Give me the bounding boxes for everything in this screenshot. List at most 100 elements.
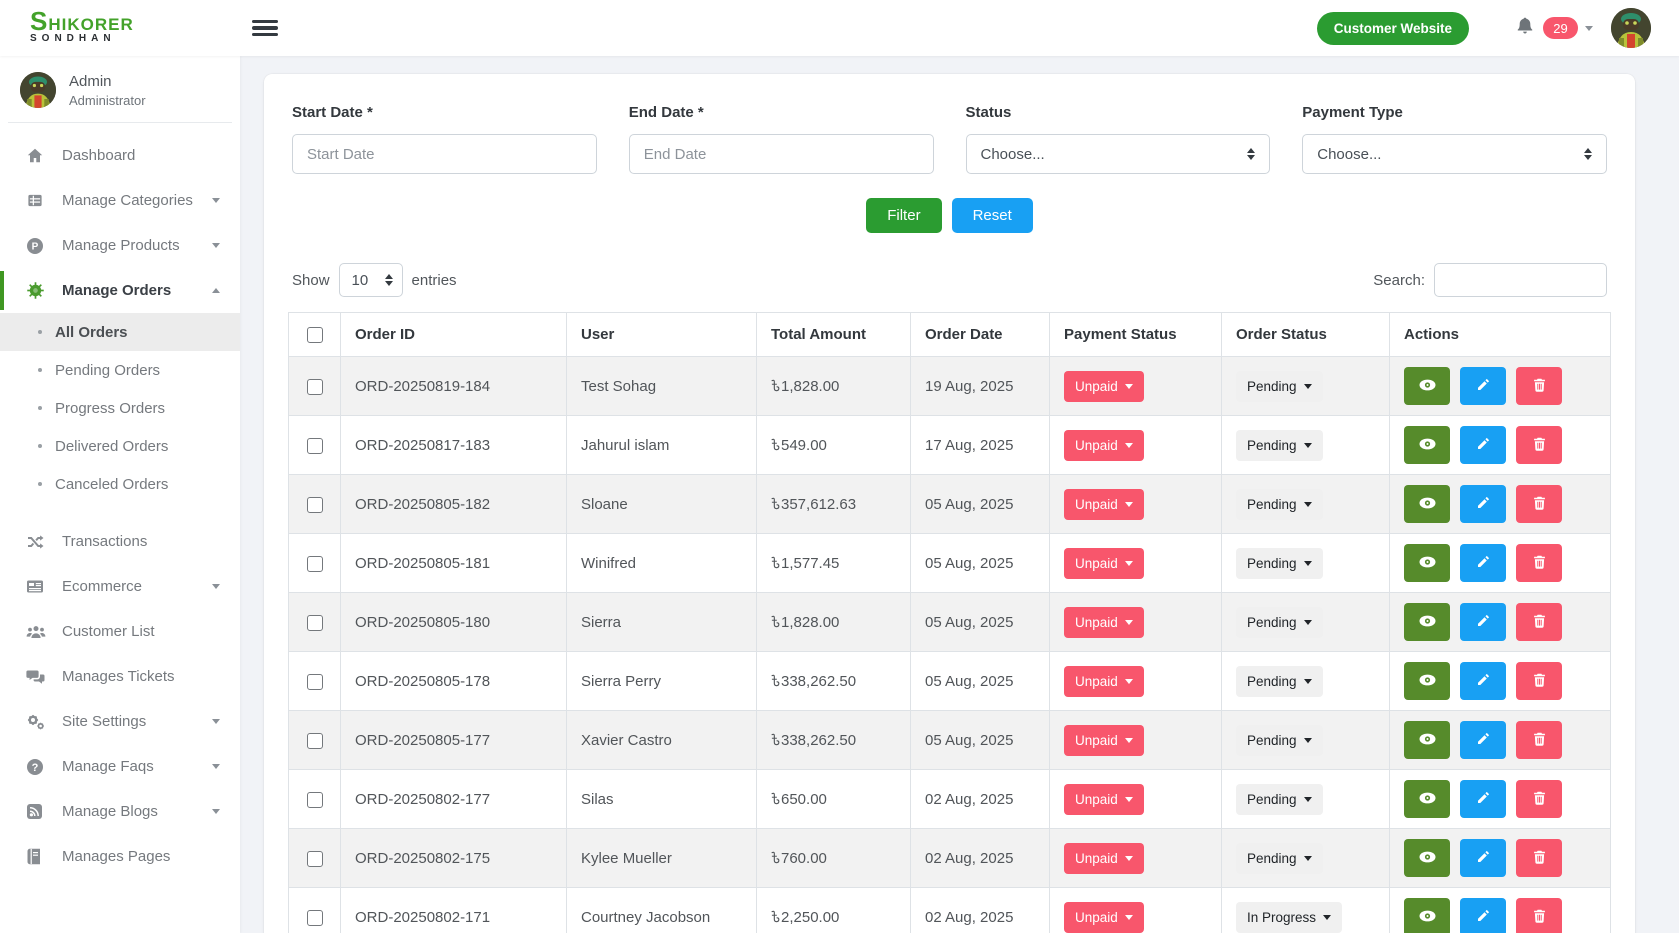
user-avatar[interactable]	[1611, 8, 1651, 48]
view-order-button[interactable]	[1404, 898, 1450, 933]
sidebar-item-manages-pages[interactable]: Manages Pages	[0, 834, 240, 879]
view-order-button[interactable]	[1404, 367, 1450, 405]
sidebar-item-manage-faqs[interactable]: ? Manage Faqs	[0, 744, 240, 789]
order-status-dropdown[interactable]: Pending	[1236, 371, 1323, 402]
edit-order-button[interactable]	[1460, 898, 1506, 933]
payment-status-dropdown[interactable]: Unpaid	[1064, 548, 1144, 579]
sidebar-item-manage-blogs[interactable]: Manage Blogs	[0, 789, 240, 834]
edit-order-button[interactable]	[1460, 603, 1506, 641]
view-order-button[interactable]	[1404, 544, 1450, 582]
view-order-button[interactable]	[1404, 426, 1450, 464]
payment-status-dropdown[interactable]: Unpaid	[1064, 489, 1144, 520]
view-order-button[interactable]	[1404, 780, 1450, 818]
row-checkbox[interactable]	[307, 674, 323, 690]
trash-icon	[1533, 555, 1546, 572]
order-status-dropdown[interactable]: Pending	[1236, 725, 1323, 756]
row-checkbox[interactable]	[307, 851, 323, 867]
sidebar-subitem-canceled-orders[interactable]: Canceled Orders	[0, 465, 240, 503]
sidebar-item-manages-tickets[interactable]: Manages Tickets	[0, 654, 240, 699]
order-status-dropdown[interactable]: Pending	[1236, 548, 1323, 579]
payment-status-dropdown[interactable]: Unpaid	[1064, 784, 1144, 815]
order-status-dropdown[interactable]: Pending	[1236, 489, 1323, 520]
actions-cell	[1390, 711, 1611, 770]
sidebar-item-manage-orders[interactable]: Manage Orders	[0, 268, 240, 313]
payment-status-dropdown[interactable]: Unpaid	[1064, 371, 1144, 402]
sidebar-item-dashboard[interactable]: Dashboard	[0, 133, 240, 178]
sidebar-item-ecommerce[interactable]: Ecommerce	[0, 564, 240, 609]
row-checkbox[interactable]	[307, 910, 323, 926]
order-status-dropdown[interactable]: In Progress	[1236, 902, 1342, 933]
payment-status-dropdown[interactable]: Unpaid	[1064, 430, 1144, 461]
row-checkbox[interactable]	[307, 497, 323, 513]
start-date-input[interactable]	[292, 134, 597, 174]
payment-status-dropdown[interactable]: Unpaid	[1064, 725, 1144, 756]
trash-icon	[1533, 791, 1546, 808]
view-order-button[interactable]	[1404, 662, 1450, 700]
sidebar-subitem-delivered-orders[interactable]: Delivered Orders	[0, 427, 240, 465]
edit-order-button[interactable]	[1460, 367, 1506, 405]
view-order-button[interactable]	[1404, 839, 1450, 877]
row-checkbox[interactable]	[307, 438, 323, 454]
row-checkbox[interactable]	[307, 556, 323, 572]
payment-type-select[interactable]: Choose...	[1302, 134, 1607, 174]
notifications-dropdown[interactable]: 29	[1515, 16, 1593, 41]
search-input[interactable]	[1434, 263, 1607, 297]
sidebar-item-site-settings[interactable]: Site Settings	[0, 699, 240, 744]
row-checkbox[interactable]	[307, 379, 323, 395]
trash-icon-button[interactable]	[1516, 367, 1562, 405]
edit-order-button[interactable]	[1460, 485, 1506, 523]
edit-order-button[interactable]	[1460, 426, 1506, 464]
eye-icon	[1419, 733, 1436, 748]
order-status-dropdown[interactable]: Pending	[1236, 666, 1323, 697]
row-checkbox[interactable]	[307, 733, 323, 749]
sidebar-subitem-pending-orders[interactable]: Pending Orders	[0, 351, 240, 389]
order-status-dropdown[interactable]: Pending	[1236, 843, 1323, 874]
view-order-button[interactable]	[1404, 485, 1450, 523]
chevron-down-icon	[1125, 679, 1133, 684]
sidebar-subitem-progress-orders[interactable]: Progress Orders	[0, 389, 240, 427]
filter-button[interactable]: Filter	[866, 198, 941, 233]
payment-status-dropdown[interactable]: Unpaid	[1064, 607, 1144, 638]
trash-icon-button[interactable]	[1516, 603, 1562, 641]
brand-logo[interactable]: SHIKORER SONDHAN	[0, 13, 240, 44]
edit-order-button[interactable]	[1460, 721, 1506, 759]
profile-avatar[interactable]	[20, 72, 56, 108]
trash-icon-button[interactable]	[1516, 544, 1562, 582]
payment-status-dropdown[interactable]: Unpaid	[1064, 666, 1144, 697]
order-status-dropdown[interactable]: Pending	[1236, 430, 1323, 461]
order-status-dropdown[interactable]: Pending	[1236, 784, 1323, 815]
sidebar-toggle-hamburger-icon[interactable]	[252, 18, 278, 38]
payment-status-dropdown[interactable]: Unpaid	[1064, 902, 1144, 933]
row-checkbox[interactable]	[307, 792, 323, 808]
trash-icon-button[interactable]	[1516, 898, 1562, 933]
select-all-checkbox[interactable]	[307, 327, 323, 343]
trash-icon-button[interactable]	[1516, 426, 1562, 464]
row-checkbox[interactable]	[307, 615, 323, 631]
trash-icon-button[interactable]	[1516, 721, 1562, 759]
sidebar-item-manage-categories[interactable]: Manage Categories	[0, 178, 240, 223]
status-select[interactable]: Choose...	[966, 134, 1271, 174]
customer-website-button[interactable]: Customer Website	[1317, 12, 1469, 45]
view-order-button[interactable]	[1404, 721, 1450, 759]
column-header-payment-status: Payment Status	[1050, 313, 1222, 357]
trash-icon-button[interactable]	[1516, 839, 1562, 877]
trash-icon-button[interactable]	[1516, 485, 1562, 523]
reset-button[interactable]: Reset	[952, 198, 1033, 233]
sidebar-subitem-all-orders[interactable]: All Orders	[0, 313, 240, 351]
sidebar-item-customer-list[interactable]: Customer List	[0, 609, 240, 654]
order-status-dropdown[interactable]: Pending	[1236, 607, 1323, 638]
trash-icon-button[interactable]	[1516, 780, 1562, 818]
view-order-button[interactable]	[1404, 603, 1450, 641]
page-size-select[interactable]: 10	[339, 263, 403, 297]
edit-order-button[interactable]	[1460, 839, 1506, 877]
edit-order-button[interactable]	[1460, 662, 1506, 700]
edit-order-button[interactable]	[1460, 544, 1506, 582]
edit-order-button[interactable]	[1460, 780, 1506, 818]
end-date-input[interactable]	[629, 134, 934, 174]
actions-cell	[1390, 534, 1611, 593]
sidebar-item-transactions[interactable]: Transactions	[0, 519, 240, 564]
column-header-order-id: Order ID	[341, 313, 567, 357]
trash-icon-button[interactable]	[1516, 662, 1562, 700]
payment-status-dropdown[interactable]: Unpaid	[1064, 843, 1144, 874]
sidebar-item-manage-products[interactable]: P Manage Products	[0, 223, 240, 268]
